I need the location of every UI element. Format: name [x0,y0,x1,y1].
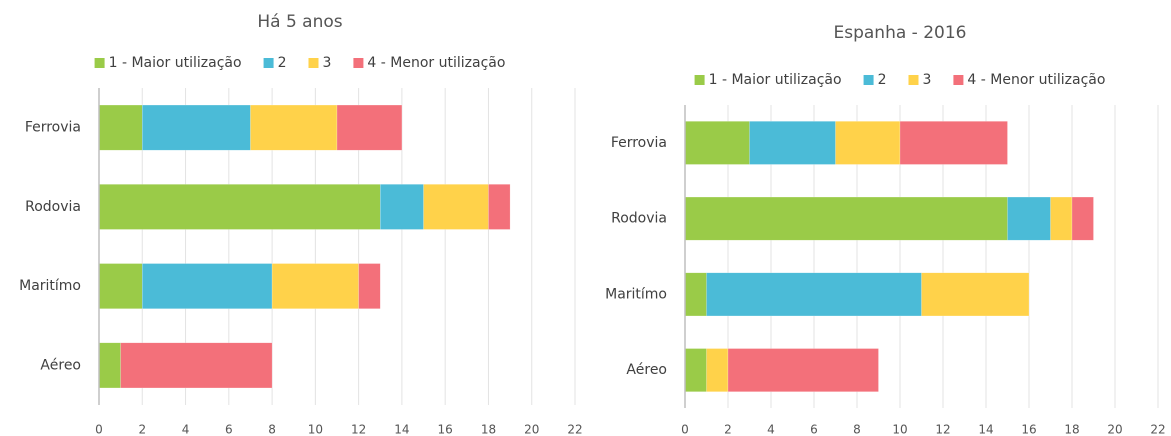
x-tick-label: 22 [567,423,582,436]
y-tick-label: Aéreo [40,357,81,373]
bar-segment [727,348,879,392]
bar-segment [899,121,1008,165]
legend-swatch [353,58,364,68]
x-tick-label: 18 [1064,423,1079,436]
legend-swatch [863,75,874,85]
legend-label: 1 - Maior utilização [709,72,842,88]
bar-segment [250,104,338,151]
x-tick-label: 18 [481,423,496,436]
x-tick-label: 14 [394,423,409,436]
bar-segment [706,348,729,392]
bar-segment [684,348,707,392]
legend-label: 2 [278,55,287,71]
bar-segment [271,263,359,309]
bar-segment [98,342,121,389]
bar-segment [336,104,403,151]
x-tick-label: 12 [351,423,366,436]
bar-segment [423,184,489,230]
bar-segment [706,272,922,317]
x-tick-label: 8 [853,423,861,436]
bar-segment [684,196,1008,241]
bar-segment [1007,196,1051,241]
bar-segment [142,104,251,151]
bar-segment [835,121,901,165]
chart-title: Há 5 anos [257,12,342,32]
x-tick-label: 12 [935,423,950,436]
x-tick-label: 20 [524,423,539,436]
legend-label: 2 [878,72,887,88]
x-tick-label: 4 [182,423,190,436]
chart: Há 5 anos 0 2 4 6 8 10 12 14 16 18 20 22 Ferrovia Rodo… [19,12,583,436]
y-tick-label: Ferrovia [611,135,667,151]
legend: 1 - Maior utilização 2 3 4 - Menor utilizaç… [94,55,505,71]
chart: Espanha - 2016 0 2 4 6 8 10 12 14 16 18 20 22 Ferrovi… [605,23,1166,436]
y-tick-label: Maritímo [605,286,667,302]
x-tick-label: 8 [268,423,276,436]
bar-segment [921,272,1030,317]
bar-segment [1071,196,1094,241]
x-tick-label: 16 [1021,423,1036,436]
x-tick-label: 6 [225,423,233,436]
legend-label: 3 [322,55,331,71]
chart-title: Espanha - 2016 [834,23,967,43]
x-tick-label: 20 [1107,423,1122,436]
bar-segment [120,342,273,389]
legend-swatch [694,75,705,85]
x-tick-label: 16 [438,423,453,436]
legend-swatch [308,58,319,68]
y-tick-label: Rodovia [611,211,667,227]
x-tick-label: 0 [681,423,689,436]
legend-label: 4 - Menor utilização [367,55,505,71]
bar-segment [380,184,424,230]
x-tick-label: 4 [767,423,775,436]
legend: 1 - Maior utilização 2 3 4 - Menor utilizaç… [694,72,1105,88]
x-tick-label: 6 [810,423,818,436]
legend-swatch [908,75,919,85]
legend-label: 1 - Maior utilização [109,55,242,71]
bar-segment [98,184,381,230]
x-tick-label: 10 [892,423,907,436]
legend-swatch [263,58,274,68]
bar-segment [749,121,836,165]
x-tick-label: 14 [978,423,993,436]
bar-segment [684,272,707,317]
x-tick-label: 0 [95,423,103,436]
y-tick-label: Maritímo [19,278,81,294]
bar-segment [684,121,750,165]
bar-segment [358,263,381,309]
legend-swatch [94,58,105,68]
y-tick-label: Ferrovia [25,120,81,136]
legend-swatch [953,75,964,85]
y-tick-label: Aéreo [626,362,667,378]
x-tick-label: 2 [138,423,146,436]
bar-segment [1050,196,1073,241]
x-tick-label: 2 [724,423,732,436]
y-tick-label: Rodovia [25,199,81,215]
bar-segment [98,263,143,309]
x-tick-label: 22 [1150,423,1165,436]
legend-label: 3 [922,72,931,88]
legend-label: 4 - Menor utilização [967,72,1105,88]
bar-segment [142,263,273,309]
bar-segment [488,184,511,230]
bar-segment [98,104,143,151]
x-tick-label: 10 [308,423,323,436]
